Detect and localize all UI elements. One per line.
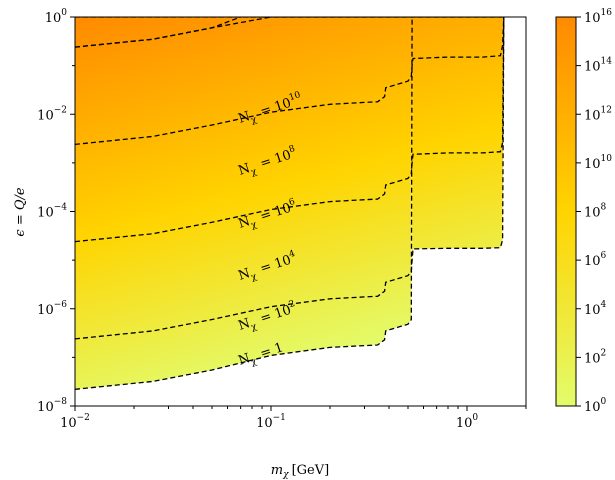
- x-tick-label: 10−1: [256, 413, 286, 431]
- colorbar-gradient: [555, 16, 577, 407]
- y-tick-label: 10−6: [37, 300, 67, 318]
- y-tick-label: 10−8: [37, 397, 67, 415]
- contour-line: [75, 17, 504, 48]
- y-tick-label: 10−4: [37, 203, 67, 221]
- contour-line: [75, 17, 413, 390]
- contour-label: Nχ = 108: [236, 144, 300, 182]
- y-tick-label: 100: [45, 8, 68, 26]
- y-tick-label: 10−2: [37, 105, 67, 123]
- colorbar-tick-label: 1014: [584, 57, 612, 75]
- contour-line: [75, 17, 505, 340]
- colorbar-tick-label: 108: [584, 203, 607, 221]
- x-axis-label: mχ [GeV]: [271, 463, 329, 480]
- contour-line: [75, 17, 505, 243]
- colorbar-tick-label: 1016: [584, 8, 612, 26]
- contour-lines: [75, 17, 505, 390]
- colorbar-tick-label: 1012: [584, 105, 612, 123]
- contour-label: Nχ = 1010: [236, 90, 305, 130]
- colorbar-ticks: 100 102 104 106 108 1010 1012 1014 1016: [576, 8, 612, 415]
- contour-line: [75, 17, 505, 146]
- colorbar-tick-label: 100: [584, 397, 607, 415]
- colorbar-tick-label: 1010: [584, 154, 612, 172]
- colorbar-tick-label: 104: [584, 300, 607, 318]
- colorbar-tick-label: 102: [584, 348, 606, 366]
- colorbar: 100 102 104 106 108 1010 1012 1014 1016: [555, 8, 612, 415]
- heatmap-fill: [75, 17, 504, 390]
- y-axis-label: ϵ = Q/e: [13, 187, 28, 236]
- contour-label: Nχ = 106: [236, 197, 300, 235]
- x-tick-label: 10−2: [60, 413, 90, 431]
- x-tick-label: 100: [456, 413, 479, 431]
- contour-label: Nχ = 102: [236, 299, 300, 337]
- allowed-region: [75, 17, 504, 390]
- x-axis: 10−2 10−1 100: [60, 406, 527, 431]
- contour-label: Nχ = 104: [236, 249, 300, 287]
- colorbar-tick-label: 106: [584, 251, 607, 269]
- y-axis: 10−8 10−6 10−4 10−2 100: [37, 8, 75, 415]
